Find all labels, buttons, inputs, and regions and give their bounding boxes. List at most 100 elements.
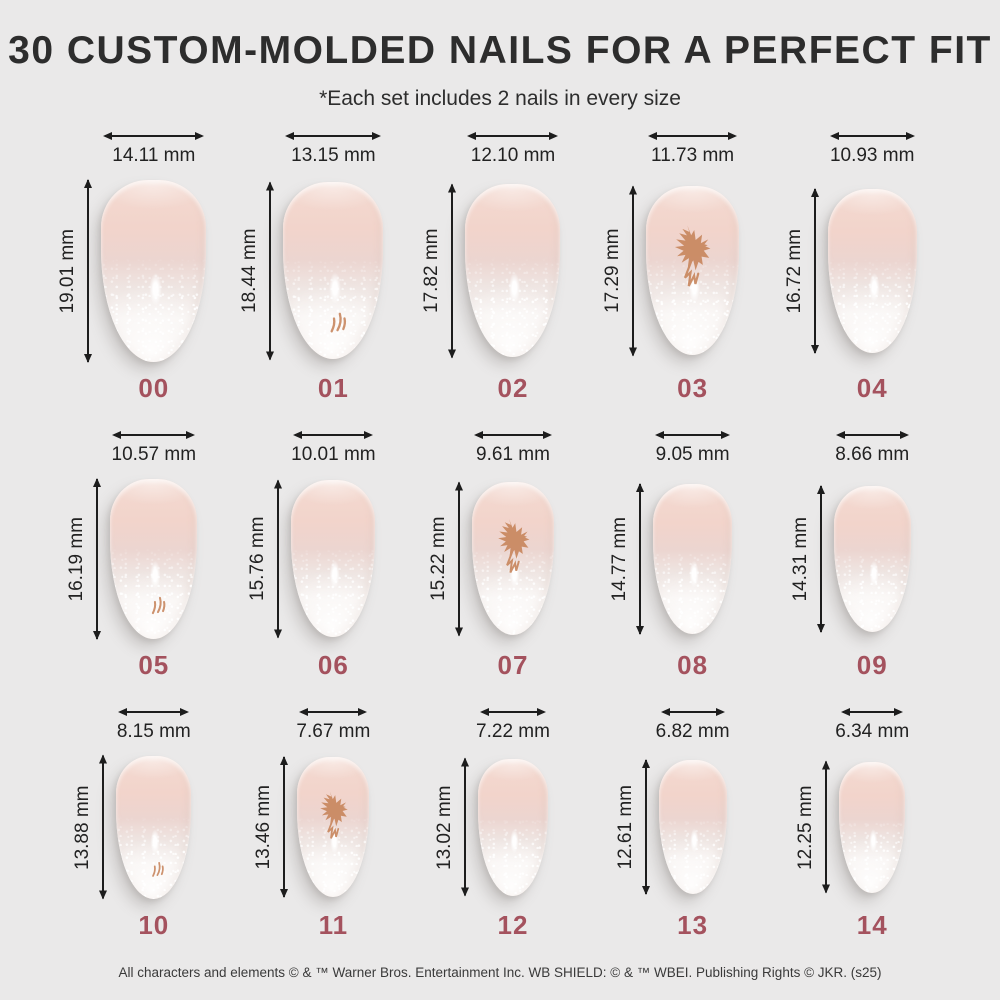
nail-size-cell-01: 13.15 mm 18.44 mm 01 bbox=[239, 131, 424, 404]
size-number: 02 bbox=[497, 372, 529, 403]
arrowhead-down-icon bbox=[99, 890, 108, 900]
arrowhead-down-icon bbox=[93, 630, 102, 640]
arrowhead-down-icon bbox=[454, 627, 463, 637]
length-annotation: 15.76 mm bbox=[247, 479, 283, 639]
arrowhead-left-icon bbox=[660, 707, 670, 716]
arrowhead-left-icon bbox=[835, 430, 845, 439]
length-measurement: 15.76 mm bbox=[247, 516, 269, 602]
length-arrow bbox=[93, 477, 102, 640]
nail-area: 13.88 mm bbox=[72, 753, 192, 902]
arrowhead-up-icon bbox=[448, 183, 457, 193]
width-measurement: 13.15 mm bbox=[291, 144, 376, 166]
nail-swatch-09 bbox=[833, 485, 911, 632]
arrowhead-left-icon bbox=[293, 430, 303, 439]
nail-area: 15.22 mm bbox=[428, 476, 554, 642]
width-arrow bbox=[660, 707, 725, 716]
width-measurement: 9.61 mm bbox=[476, 443, 550, 465]
length-measurement: 16.72 mm bbox=[783, 228, 805, 314]
arrowhead-right-icon bbox=[358, 707, 368, 716]
width-arrow bbox=[293, 430, 374, 439]
arrowhead-right-icon bbox=[364, 430, 374, 439]
nail-swatch-10 bbox=[116, 755, 192, 899]
arrowhead-left-icon bbox=[829, 131, 839, 140]
size-number: 05 bbox=[138, 649, 170, 680]
length-arrow bbox=[84, 178, 93, 363]
page-subtitle: *Each set includes 2 nails in every size bbox=[319, 86, 681, 110]
arrowhead-down-icon bbox=[636, 625, 645, 635]
arrowhead-right-icon bbox=[180, 707, 190, 716]
arrowhead-left-icon bbox=[103, 131, 113, 140]
length-measurement: 13.46 mm bbox=[253, 785, 275, 870]
size-number: 13 bbox=[677, 909, 709, 940]
arrowhead-right-icon bbox=[715, 707, 725, 716]
length-annotation: 12.61 mm bbox=[614, 759, 650, 896]
arrowhead-right-icon bbox=[728, 131, 738, 140]
nail-size-cell-10: 8.15 mm 13.88 mm 10 bbox=[64, 707, 244, 941]
arrowhead-left-icon bbox=[479, 707, 489, 716]
length-annotation: 17.82 mm bbox=[421, 183, 457, 359]
length-arrow bbox=[99, 754, 108, 900]
length-arrow bbox=[816, 484, 825, 633]
arrowhead-right-icon bbox=[195, 131, 205, 140]
arrowhead-right-icon bbox=[536, 707, 546, 716]
length-annotation: 14.77 mm bbox=[609, 482, 645, 635]
length-arrow bbox=[454, 481, 463, 637]
nail-size-cell-06: 10.01 mm 15.76 mm 06 bbox=[244, 430, 424, 681]
nail-size-cell-00: 14.11 mm 19.01 mm 00 bbox=[57, 131, 244, 404]
glitter-accent-icon bbox=[151, 861, 164, 877]
arrowhead-right-icon bbox=[905, 131, 915, 140]
arrowhead-left-icon bbox=[299, 707, 309, 716]
arrowhead-right-icon bbox=[894, 707, 904, 716]
size-number: 04 bbox=[856, 372, 888, 403]
width-measurement: 10.01 mm bbox=[291, 443, 376, 465]
nail-area: 13.02 mm bbox=[434, 753, 548, 902]
length-arrow bbox=[266, 181, 275, 361]
width-measurement: 9.05 mm bbox=[655, 443, 730, 465]
arrowhead-down-icon bbox=[448, 349, 457, 359]
size-number: 11 bbox=[318, 909, 349, 940]
size-number: 03 bbox=[677, 372, 709, 403]
length-measurement: 13.88 mm bbox=[72, 785, 94, 870]
length-annotation: 14.31 mm bbox=[790, 484, 825, 633]
length-arrow bbox=[810, 187, 819, 354]
nail-area: 18.44 mm bbox=[239, 177, 384, 365]
length-annotation: 12.25 mm bbox=[795, 760, 831, 894]
width-arrow bbox=[841, 707, 904, 716]
size-row-1: 14.11 mm 19.01 mm 00 13.15 mm 18.44 mm 01 12.1… bbox=[0, 131, 1000, 404]
length-annotation: 16.72 mm bbox=[783, 187, 819, 354]
size-number: 07 bbox=[497, 649, 529, 680]
arrowhead-left-icon bbox=[841, 707, 851, 716]
nail-area: 17.82 mm bbox=[421, 177, 561, 365]
length-measurement: 12.61 mm bbox=[614, 785, 636, 870]
length-measurement: 12.25 mm bbox=[795, 785, 817, 870]
arrowhead-down-icon bbox=[280, 889, 289, 899]
length-measurement: 17.29 mm bbox=[602, 228, 624, 314]
size-number: 12 bbox=[497, 909, 529, 940]
nail-swatch-04 bbox=[827, 188, 917, 353]
size-row-3: 8.15 mm 13.88 mm 10 7.67 mm 13.46 mm 11 7.22 m… bbox=[0, 707, 1000, 941]
length-arrow bbox=[641, 759, 650, 896]
arrowhead-right-icon bbox=[372, 131, 382, 140]
arrowhead-left-icon bbox=[112, 430, 122, 439]
arrowhead-left-icon bbox=[285, 131, 295, 140]
length-arrow bbox=[629, 185, 638, 357]
nail-size-cell-14: 6.34 mm 12.25 mm 14 bbox=[782, 707, 962, 941]
nail-swatch-03 bbox=[646, 186, 740, 356]
size-number: 14 bbox=[856, 909, 888, 940]
nail-swatch-12 bbox=[477, 758, 548, 896]
arrowhead-down-icon bbox=[84, 353, 93, 363]
length-annotation: 13.02 mm bbox=[434, 757, 469, 897]
width-measurement: 8.66 mm bbox=[835, 443, 910, 465]
nail-size-cell-07: 9.61 mm 15.22 mm 07 bbox=[423, 430, 603, 681]
width-measurement: 7.22 mm bbox=[476, 720, 550, 742]
nail-size-grid: 14.11 mm 19.01 mm 00 13.15 mm 18.44 mm 01 12.1… bbox=[0, 131, 1000, 941]
nail-swatch-02 bbox=[465, 184, 561, 358]
nail-area: 15.76 mm bbox=[247, 476, 376, 642]
width-measurement: 14.11 mm bbox=[112, 144, 196, 166]
length-measurement: 19.01 mm bbox=[57, 228, 79, 314]
eagle-glitter-art-icon bbox=[675, 225, 711, 287]
arrowhead-left-icon bbox=[655, 430, 665, 439]
length-measurement: 14.77 mm bbox=[609, 516, 631, 602]
width-measurement: 7.67 mm bbox=[296, 720, 371, 742]
arrowhead-up-icon bbox=[266, 181, 275, 191]
